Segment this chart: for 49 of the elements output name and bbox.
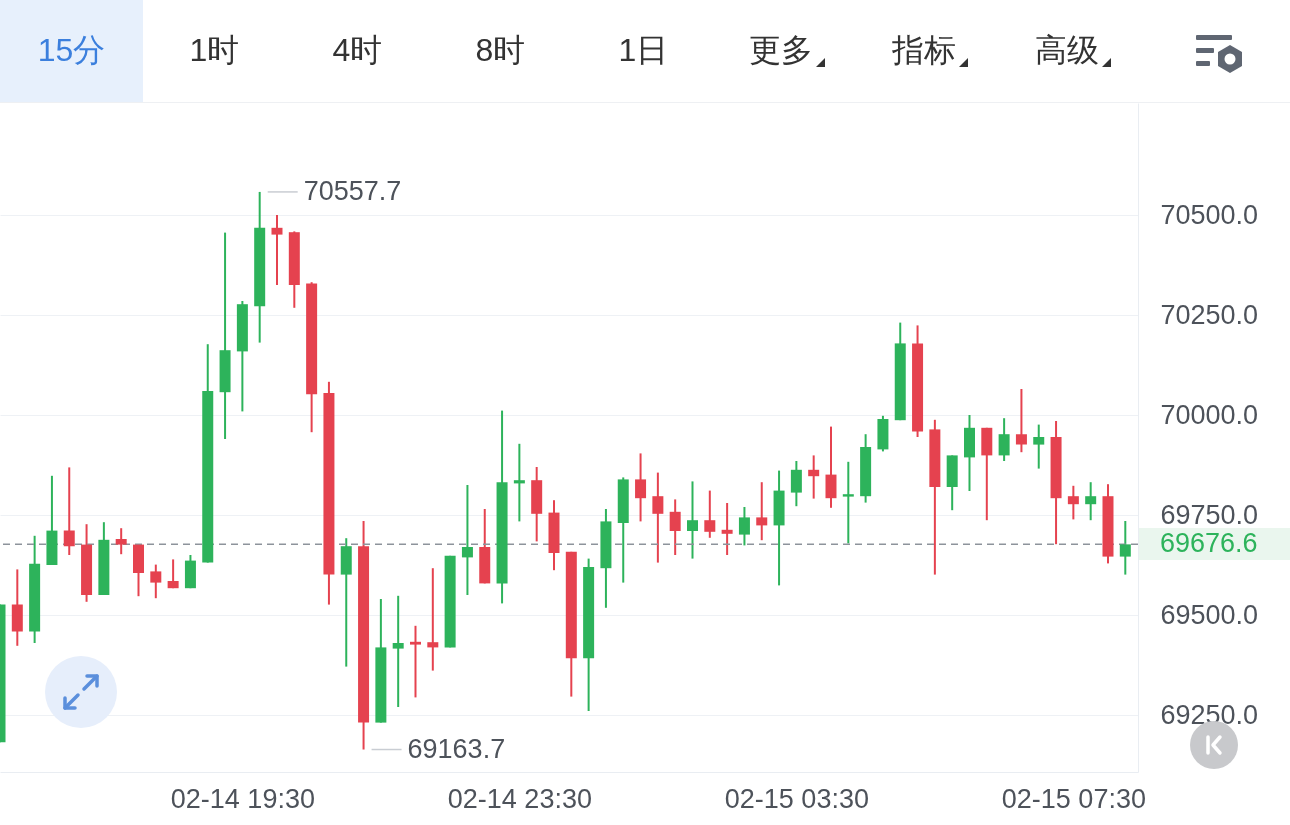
candlestick [1085, 481, 1097, 522]
candlestick [167, 558, 179, 590]
candlestick [115, 527, 127, 556]
candlestick [825, 425, 837, 509]
y-tick-label: 69500.0 [1160, 599, 1259, 630]
y-tick-label: 69250.0 [1160, 699, 1259, 730]
text: 8时 [475, 31, 526, 70]
candlestick [669, 498, 681, 556]
candlestick [652, 471, 664, 564]
x-tick-label: 02-15 07:30 [1001, 783, 1146, 814]
candlestick [150, 563, 162, 600]
text: 1时 [189, 31, 240, 70]
candlestick [704, 489, 716, 539]
candlestick [427, 567, 439, 672]
text: 1日 [618, 31, 669, 70]
candlestick [808, 454, 820, 500]
annotation: 70557.7 [303, 175, 402, 206]
y-tick-label: 69750.0 [1160, 499, 1259, 530]
text: 15分 [37, 31, 106, 70]
candlestick [738, 506, 750, 547]
candlestick [410, 624, 421, 699]
candlestick [790, 460, 802, 508]
candlestick [392, 594, 404, 708]
x-tick-label: 02-14 19:30 [170, 783, 315, 814]
candlestick [842, 460, 854, 545]
candlestick [635, 452, 647, 523]
x-tick-label: 02-14 23:30 [447, 783, 592, 814]
candlestick [721, 502, 733, 556]
y-tick-label: 70000.0 [1160, 399, 1259, 430]
candlestick [1033, 423, 1045, 470]
annotation: 69163.7 [407, 733, 506, 764]
candlestick [1015, 388, 1027, 454]
text: 4时 [332, 31, 383, 70]
candlestick [63, 466, 75, 556]
ref-line-label: 69676.6 [1160, 528, 1258, 559]
y-tick-label: 70500.0 [1160, 199, 1259, 230]
candlestick [998, 417, 1010, 462]
candlestick [756, 481, 768, 542]
candlestick [686, 480, 698, 560]
text: 高级 [1034, 31, 1099, 70]
text: 指标 [891, 31, 956, 70]
candlestick [1119, 520, 1131, 576]
candlestick [271, 214, 283, 286]
y-tick-label: 70250.0 [1160, 299, 1259, 330]
text: 更多 [748, 31, 813, 70]
candlestick [1067, 484, 1079, 521]
x-tick-label: 02-15 03:30 [724, 783, 869, 814]
candlestick [461, 484, 473, 596]
candlestick [513, 442, 525, 523]
